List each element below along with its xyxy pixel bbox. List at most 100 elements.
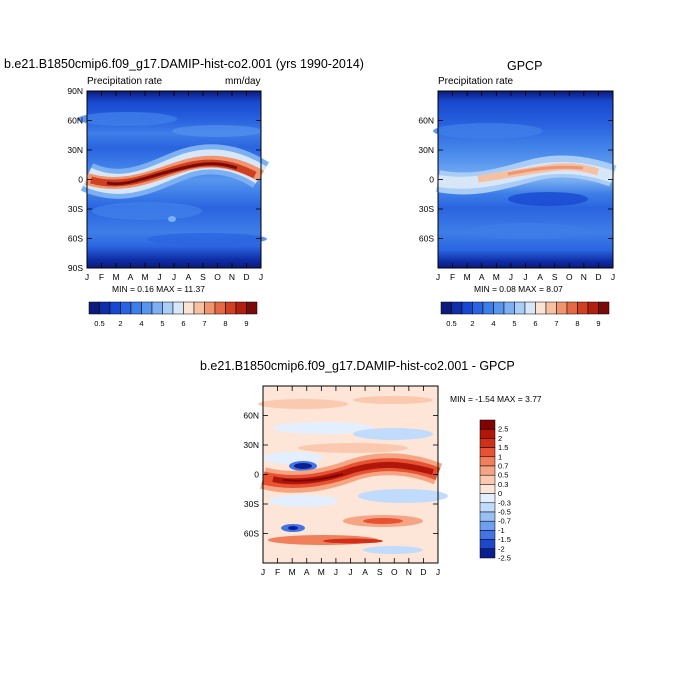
x-tick-label: M	[318, 567, 325, 577]
colorbar-swatch	[479, 456, 496, 467]
y-tick-label: 90S	[68, 263, 83, 273]
colorbar-swatch	[99, 301, 111, 315]
colorbar-label: -2.5	[498, 554, 511, 563]
x-tick-label: J	[348, 567, 352, 577]
colorbar-label: 7	[202, 319, 206, 328]
x-tick-label: M	[289, 567, 296, 577]
colorbar-swatch	[183, 301, 195, 315]
x-tick-label: A	[479, 272, 485, 282]
colorbar-swatch	[479, 484, 496, 494]
y-tick-label: 60N	[418, 116, 434, 126]
colorbar-label: -0.5	[498, 508, 511, 517]
x-tick-label: A	[128, 272, 134, 282]
colorbar-label: 0.5	[498, 471, 508, 480]
x-tick-label: J	[436, 272, 440, 282]
y-tick-label: 30N	[418, 145, 434, 155]
colorbar-swatch	[479, 520, 496, 531]
colorbar-label: 0.3	[498, 480, 508, 489]
colorbar-swatch	[172, 301, 184, 315]
colorbar-swatch	[479, 447, 496, 458]
colorbar-swatch	[451, 301, 463, 315]
x-tick-label: O	[566, 272, 573, 282]
colorbar-label: 9	[244, 319, 248, 328]
colorbar-swatch	[151, 301, 163, 315]
panel2-colorbar: 0.5 2 4 5 6 7 8 9	[440, 301, 610, 328]
colorbar-swatch	[120, 301, 132, 315]
y-tick-label: 60N	[243, 411, 259, 421]
x-tick-label: J	[523, 272, 527, 282]
panel3-colorbar: 2.521.510.70.50.30-0.3-0.5-0.7-1-1.5-2-2…	[479, 419, 511, 563]
colorbar-label: -0.3	[498, 498, 511, 507]
colorbar-label: 6	[181, 319, 185, 328]
panel1-title: b.e21.B1850cmip6.f09_g17.DAMIP-hist-co2.…	[4, 57, 364, 71]
colorbar-label: 0	[498, 489, 502, 498]
colorbar-label: 8	[575, 319, 579, 328]
y-tick-label: 60S	[68, 234, 83, 244]
colorbar-label: -0.7	[498, 517, 511, 526]
y-tick-label: 60N	[67, 116, 83, 126]
x-tick-label: N	[229, 272, 235, 282]
panel2-minmax: MIN = 0.08 MAX = 8.07	[474, 284, 563, 294]
x-tick-label: J	[259, 272, 263, 282]
x-tick-label: J	[509, 272, 513, 282]
x-tick-label: M	[141, 272, 148, 282]
y-tick-label: 30S	[68, 204, 83, 214]
colorbar-swatch	[524, 301, 536, 315]
colorbar-label: 1	[498, 452, 502, 461]
y-tick-label: 0	[429, 175, 434, 185]
colorbar-swatch	[479, 474, 496, 485]
colorbar-swatch	[479, 511, 496, 522]
colorbar-label: 0.5	[94, 319, 104, 328]
y-tick-label: 60S	[244, 529, 259, 539]
y-tick-label: 30N	[67, 145, 83, 155]
panel3-title: b.e21.B1850cmip6.f09_g17.DAMIP-hist-co2.…	[200, 359, 515, 373]
x-tick-label: F	[450, 272, 455, 282]
colorbar-swatch	[204, 301, 216, 315]
colorbar-swatch	[479, 539, 496, 550]
x-tick-label: J	[436, 567, 440, 577]
colorbar-swatch	[479, 465, 496, 476]
x-tick-label: D	[595, 272, 601, 282]
colorbar-label: 6	[533, 319, 537, 328]
colorbar-swatch	[587, 301, 599, 315]
colorbar-swatch	[88, 301, 100, 315]
x-tick-label: N	[406, 567, 412, 577]
panel2-field-label: Precipitation rate	[438, 76, 514, 87]
x-tick-label: S	[552, 272, 558, 282]
colorbar-label: 5	[512, 319, 516, 328]
colorbar-label: 1.5	[498, 443, 508, 452]
x-tick-label: J	[334, 567, 338, 577]
x-tick-label: J	[611, 272, 615, 282]
panel1-colorbar: 0.5 2 4 5 6 7 8 9	[88, 301, 258, 328]
y-tick-label: 0	[78, 175, 83, 185]
x-tick-label: D	[420, 567, 426, 577]
colorbar-label: 4	[139, 319, 143, 328]
x-tick-label: J	[157, 272, 161, 282]
colorbar-swatch	[214, 301, 226, 315]
x-tick-label: N	[581, 272, 587, 282]
colorbar-label: 9	[596, 319, 600, 328]
panel1-minmax: MIN = 0.16 MAX = 11.37	[112, 284, 205, 294]
y-tick-label: 0	[254, 470, 259, 480]
panel3-minmax: MIN = -1.54 MAX = 3.77	[450, 394, 542, 404]
panel2-title: GPCP	[507, 59, 543, 73]
colorbar-label: 2	[498, 434, 502, 443]
colorbar-label: 2	[118, 319, 122, 328]
colorbar-swatch	[472, 301, 484, 315]
colorbar-label: -1.5	[498, 535, 511, 544]
y-tick-label: 30S	[419, 204, 434, 214]
x-tick-label: J	[85, 272, 89, 282]
colorbar-label: -1	[498, 526, 505, 535]
panel1-units-label: mm/day	[225, 76, 261, 87]
colorbar-label: 4	[491, 319, 495, 328]
colorbar-swatch	[493, 301, 505, 315]
colorbar-swatch	[246, 301, 258, 315]
x-tick-label: O	[391, 567, 398, 577]
colorbar-swatch	[577, 301, 589, 315]
colorbar-swatch	[479, 502, 496, 513]
colorbar-label: 0.5	[446, 319, 456, 328]
colorbar-swatch	[141, 301, 153, 315]
colorbar-swatch	[535, 301, 547, 315]
